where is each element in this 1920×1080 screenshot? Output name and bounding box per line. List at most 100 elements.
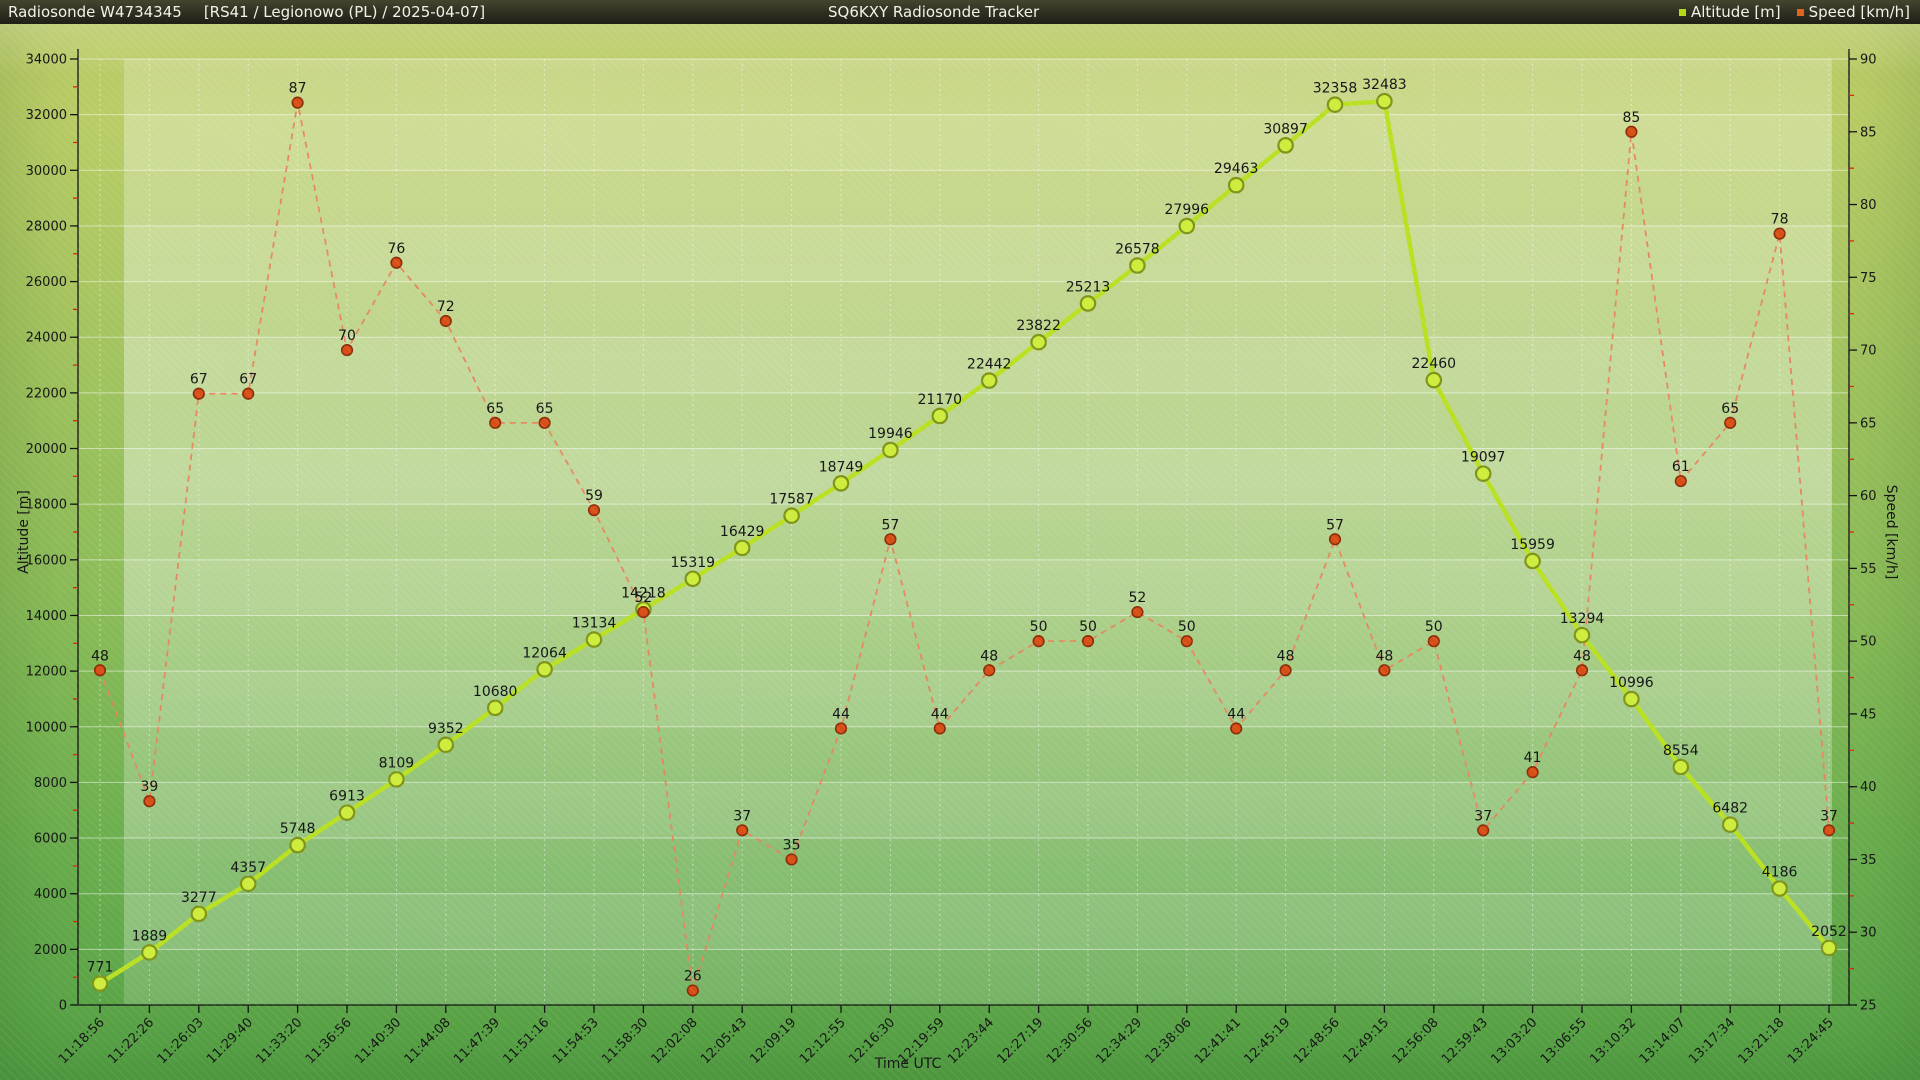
right-tick-label: 65 [1860,416,1877,431]
speed-markers [93,664,107,677]
x-tick-label: 13:17:34 [1686,1015,1738,1067]
altitude-value-label: 1889 [132,928,168,944]
chart-legend: Altitude [m] Speed [km/h] [1669,3,1920,21]
altitude-value-label: 13294 [1560,611,1605,627]
speed-value-label: 48 [980,648,998,664]
x-tick-label: 11:58:30 [599,1015,651,1067]
speed-markers [1526,766,1539,779]
x-tick-label: 11:54:53 [550,1015,602,1067]
speed-value-label: 67 [239,372,257,388]
altitude-value-label: 3277 [181,890,217,906]
altitude-value-label: 22460 [1412,356,1457,372]
speed-value-label: 76 [387,241,405,257]
station-title: Radiosonde W4734345 [8,3,182,21]
speed-markers [489,416,502,429]
altitude-value-label: 16429 [720,524,765,540]
altitude-marker [783,507,800,524]
altitude-value-label: 32358 [1313,81,1358,97]
x-tick-label: 12:41:41 [1192,1015,1244,1067]
altitude-marker [1178,217,1196,235]
speed-markers [291,96,304,109]
altitude-marker [1030,333,1047,351]
speed-marker [1279,664,1292,677]
altitude-value-label: 4357 [230,860,266,876]
altitude-marker [1820,939,1838,957]
speed-line [99,102,1830,991]
right-tick-label: 90 [1860,53,1877,68]
speed-value-label: 26 [684,968,702,984]
speed-value-label: 78 [1771,212,1789,228]
left-tick-label: 34000 [26,53,67,68]
speed-series [99,102,1830,991]
speed-value-label: 85 [1622,110,1640,126]
speed-marker [1328,533,1342,546]
altitude-value-label: 15959 [1510,537,1555,553]
altitude-value-label: 8554 [1663,743,1699,759]
x-tick-label: 12:12:55 [797,1015,849,1067]
speed-swatch-icon [1796,8,1804,16]
speed-marker [291,96,304,109]
left-tick-label: 12000 [26,665,67,680]
speed-marker [884,533,897,546]
right-tick-label: 80 [1860,198,1877,213]
speed-markers [1427,635,1440,648]
speed-markers [538,416,551,429]
x-tick-label: 13:21:18 [1736,1015,1788,1067]
speed-marker [1131,605,1144,619]
x-tick-label: 11:44:08 [402,1015,454,1067]
speed-markers [785,853,798,866]
altitude-marker [684,570,702,588]
x-tick-label: 11:29:40 [204,1015,256,1067]
altitude-marker [1376,92,1393,110]
x-tick-label: 11:36:56 [303,1015,355,1067]
altitude-value-label: 23822 [1016,318,1061,334]
speed-markers [143,795,156,808]
altitude-marker [1573,626,1591,644]
altitude-marker [931,407,949,425]
speed-value-label: 57 [1326,517,1344,533]
left-tick-label: 30000 [26,164,67,179]
left-tick-label: 10000 [26,720,67,735]
x-tick-label: 13:03:20 [1489,1015,1541,1067]
speed-markers [834,722,848,735]
altitude-value-label: 14218 [621,585,666,601]
speed-markers [1032,635,1045,648]
right-tick-label: 55 [1860,562,1877,577]
speed-markers [1625,125,1638,138]
chart-render-root: 0 2000 4000 6000 8000 10000 12000 14000 16000 180… [26,49,1877,1067]
right-tick-label: 45 [1860,707,1877,722]
x-tick-label: 13:14:07 [1637,1015,1689,1067]
speed-marker [933,722,946,735]
speed-marker [983,664,996,677]
speed-marker [1575,664,1589,677]
speed-value-label: 50 [1079,619,1097,635]
speed-markers [242,387,255,400]
altitude-value-label: 32483 [1362,77,1407,93]
speed-value-label: 48 [1573,648,1591,664]
left-tick-label: 26000 [26,275,67,290]
speed-marker [834,722,848,735]
x-tick-label: 12:02:08 [649,1015,701,1067]
altitude-value-label: 8109 [379,755,415,771]
speed-marker [1526,766,1539,779]
speed-marker [390,256,403,269]
speed-marker [1378,664,1391,677]
altitude-value-label: 771 [87,960,114,976]
speed-markers [1822,824,1836,837]
plot-backdrop [124,59,1832,1005]
speed-marker [93,664,107,677]
app-title: SQ6KXY Radiosonde Tracker [828,3,1040,21]
speed-markers [390,256,403,269]
left-tick-label: 32000 [26,108,67,123]
left-tick-label: 20000 [26,442,67,457]
chart-area: 0 2000 4000 6000 8000 10000 12000 14000 16000 180… [0,24,1920,1080]
altitude-marker [882,441,899,459]
altitude-value-label: 4186 [1762,865,1798,881]
speed-markers [192,387,205,400]
speed-markers [1674,474,1687,488]
speed-value-label: 50 [1425,619,1443,635]
speed-markers [1081,635,1095,648]
right-tick-label: 75 [1860,271,1877,286]
speed-value-label: 44 [832,706,850,722]
altitude-marker [1227,176,1245,194]
